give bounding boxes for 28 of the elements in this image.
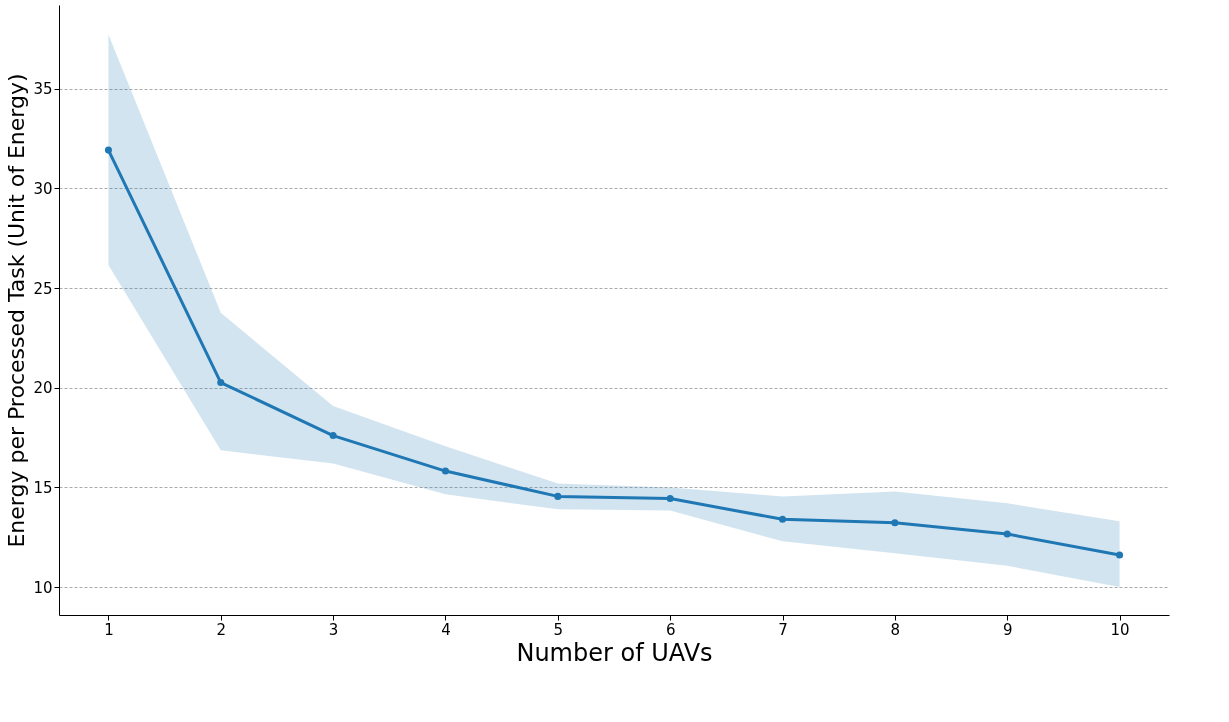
x-tick-label: 9 xyxy=(1002,620,1013,639)
point xyxy=(1116,551,1124,559)
point xyxy=(217,379,225,387)
x-tick-label: 4 xyxy=(441,620,451,639)
x-tick-label: 8 xyxy=(890,620,901,639)
x-tick-label: 1 xyxy=(104,620,114,639)
point xyxy=(891,519,899,527)
y-tick-label: 35 xyxy=(33,80,53,99)
point xyxy=(778,515,787,523)
x-tick-label: 2 xyxy=(216,620,227,639)
point xyxy=(329,432,337,440)
point xyxy=(1003,530,1011,538)
x-tick-label: 7 xyxy=(778,620,788,639)
point xyxy=(554,492,562,500)
y-tick-label: 20 xyxy=(33,379,53,398)
point xyxy=(666,495,674,503)
y-tick-label: 30 xyxy=(33,179,53,198)
point xyxy=(104,146,112,154)
y-axis-title: Energy per Processed Task (Unit of Energy) xyxy=(4,73,30,548)
x-tick-label: 6 xyxy=(665,620,676,639)
x-tick-label: 10 xyxy=(1110,620,1130,639)
y-tick-label: 25 xyxy=(33,279,53,298)
y-tick-label: 10 xyxy=(33,578,53,597)
point xyxy=(441,467,450,475)
x-axis-title: Number of UAVs xyxy=(516,638,713,667)
x-tick-label: 5 xyxy=(553,620,564,639)
x-tick-label: 3 xyxy=(328,620,339,639)
y-tick-label: 15 xyxy=(33,478,53,497)
